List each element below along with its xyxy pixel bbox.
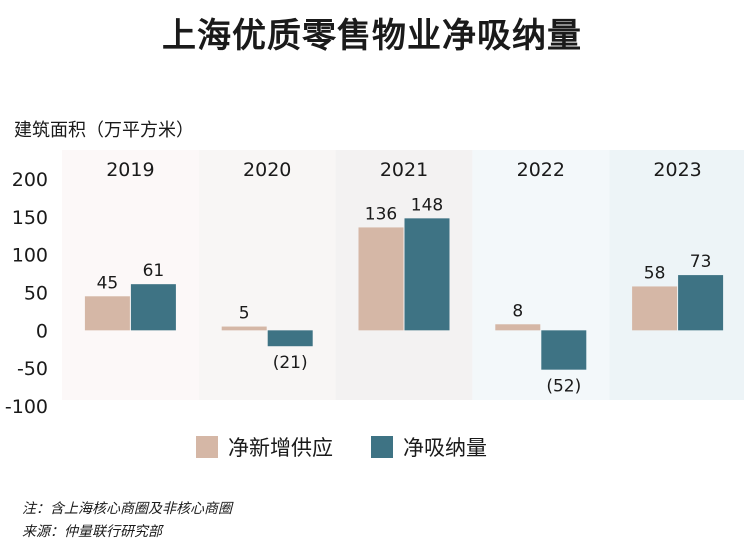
year-panel-2022 [472, 150, 610, 400]
y-tick-label: 0 [36, 320, 48, 342]
bar-supply-2020 [221, 326, 267, 331]
y-tick-label: 150 [12, 207, 48, 229]
bar-supply-2021 [358, 227, 404, 331]
y-tick-label: 200 [12, 169, 48, 191]
y-tick-label: 100 [12, 245, 48, 267]
data-label-absorption-2019: 61 [143, 261, 165, 281]
data-label-supply-2021: 136 [365, 204, 397, 224]
bar-absorption-2019 [130, 284, 176, 331]
data-label-absorption-2021: 148 [411, 195, 443, 215]
chart-title: 上海优质零售物业净吸纳量 [162, 16, 582, 56]
data-label-supply-2019: 45 [97, 273, 119, 293]
y-tick-label: 50 [24, 283, 48, 305]
year-panel-2023 [609, 150, 744, 400]
bar-supply-2019 [84, 296, 130, 331]
legend-swatch-absorption [371, 436, 393, 458]
category-label-2023: 2023 [653, 159, 701, 181]
legend: 净新增供应 净吸纳量 [196, 432, 525, 462]
footnote-source: 来源：仲量联行研究部 [22, 524, 162, 540]
legend-label-supply: 净新增供应 [228, 436, 333, 460]
y-tick-label: -50 [17, 358, 48, 380]
data-label-supply-2020: 5 [239, 304, 250, 324]
data-label-absorption-2022: (52) [546, 377, 581, 397]
bar-absorption-2022 [541, 330, 587, 370]
data-label-supply-2022: 8 [512, 301, 523, 321]
y-axis-unit-label: 建筑面积（万平方米） [14, 120, 194, 141]
bar-supply-2022 [495, 324, 541, 331]
data-label-supply-2023: 58 [644, 263, 666, 283]
footnote-scope: 注：含上海核心商圈及非核心商圈 [22, 501, 232, 517]
category-label-2022: 2022 [517, 159, 565, 181]
year-panel-2019 [62, 150, 199, 400]
bar-supply-2023 [632, 286, 678, 331]
bar-chart: 200 150 100 50 0 -50 -100 2019 2020 2021 2022 2023 4… [5, 150, 744, 418]
category-label-2020: 2020 [243, 159, 291, 181]
category-label-2019: 2019 [106, 159, 154, 181]
data-label-absorption-2023: 73 [690, 252, 712, 272]
legend-item-absorption: 净吸纳量 [371, 432, 487, 462]
legend-label-absorption: 净吸纳量 [403, 436, 487, 460]
legend-swatch-supply [196, 436, 218, 458]
legend-item-supply: 净新增供应 [196, 432, 333, 462]
bar-absorption-2023 [678, 275, 724, 331]
category-label-2021: 2021 [380, 159, 428, 181]
year-panel-2020 [198, 150, 336, 400]
year-panel-2021 [335, 150, 473, 400]
bar-absorption-2021 [404, 218, 450, 331]
data-label-absorption-2020: (21) [273, 353, 308, 373]
bar-absorption-2020 [267, 330, 313, 347]
y-tick-label: -100 [5, 396, 48, 418]
